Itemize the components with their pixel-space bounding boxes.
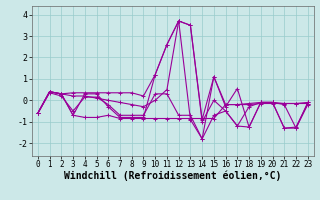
X-axis label: Windchill (Refroidissement éolien,°C): Windchill (Refroidissement éolien,°C)	[64, 171, 282, 181]
